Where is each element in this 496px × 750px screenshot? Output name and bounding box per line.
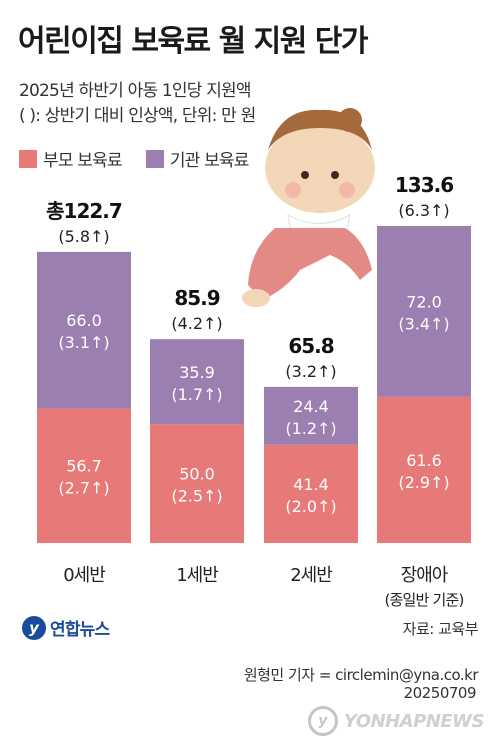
bar-total-label: 85.9 xyxy=(174,286,219,310)
watermark-text: YONHAPNEWS xyxy=(343,710,485,732)
bar-value-label: 72.0 xyxy=(406,292,442,311)
page-title: 어린이집 보육료 월 지원 단가 xyxy=(18,24,368,59)
legend-label-parent: 부모 보육료 xyxy=(43,151,123,171)
bar-total-increase-label: (4.2↑) xyxy=(171,314,222,333)
bar-increase-label: (1.2↑) xyxy=(285,419,336,438)
bar-segment-parent xyxy=(377,396,471,543)
bar-increase-label: (3.4↑) xyxy=(398,314,449,333)
yonhap-logo: y 연합뉴스 xyxy=(22,615,110,640)
bar-total-label: 133.6 xyxy=(395,173,453,197)
bar-increase-label: (2.5↑) xyxy=(171,487,222,506)
baby-hair-bun xyxy=(338,108,362,132)
source-note: 자료: 교육부 xyxy=(402,620,479,638)
category-label: 2세반 xyxy=(290,565,332,586)
bar-total-increase-label: (3.2↑) xyxy=(285,362,336,381)
bar-segment-institution xyxy=(264,386,358,445)
legend-swatch-parent xyxy=(19,149,37,168)
bar-total-label: 65.8 xyxy=(288,334,333,358)
bar-total-label: 총122.7 xyxy=(46,199,122,223)
legend-swatch-institution xyxy=(145,149,164,168)
category-label: 1세반 xyxy=(176,565,218,586)
baby-illustration xyxy=(242,108,375,307)
bar-value-label: 35.9 xyxy=(179,363,215,382)
legend: 부모 보육료 기관 보육료 xyxy=(19,146,249,171)
bar-segment-parent xyxy=(264,444,358,543)
category-label: 0세반 xyxy=(63,565,105,586)
bar-value-label: 50.0 xyxy=(179,465,215,484)
bar-increase-label: (2.0↑) xyxy=(285,497,336,516)
yonhap-logo-text: 연합뉴스 xyxy=(50,620,110,640)
legend-item-institution: 기관 보육료 xyxy=(145,146,250,171)
bars-group: 56.7 (2.7↑) 66.0 (3.1↑) 총122.7 (5.8↑) 0세반 50.0 (… xyxy=(37,173,471,609)
bar-value-label: 41.4 xyxy=(293,475,329,494)
category-note: (종일반 기준) xyxy=(384,591,463,609)
bar-segment-parent xyxy=(37,408,131,543)
baby-cheek-left xyxy=(285,182,301,198)
baby-cheek-right xyxy=(339,182,355,198)
yonhap-logo-icon: y xyxy=(22,615,46,640)
bar-value-label: 66.0 xyxy=(66,311,102,330)
baby-eye-left xyxy=(301,171,309,179)
publish-date: 20250709 xyxy=(403,684,477,702)
category-label: 장애아 xyxy=(401,565,449,586)
bar-value-label: 24.4 xyxy=(293,397,329,416)
baby-body xyxy=(248,228,372,300)
bar-increase-label: (1.7↑) xyxy=(171,385,222,404)
legend-item-parent: 부모 보육료 xyxy=(19,146,123,171)
bar-total-increase-label: (6.3↑) xyxy=(398,201,449,220)
chart-subtitle: 2025년 하반기 아동 1인당 지원액 xyxy=(19,81,252,101)
bar-value-label: 61.6 xyxy=(406,451,442,470)
bar-segment-institution xyxy=(37,251,131,409)
bar-increase-label: (2.9↑) xyxy=(398,473,449,492)
baby-foot xyxy=(242,289,270,307)
chart-unit-note: ( ): 상반기 대비 인상액, 단위: 만 원 xyxy=(19,106,256,126)
bar-increase-label: (2.7↑) xyxy=(58,479,109,498)
bar-segment-institution xyxy=(377,226,471,397)
reporter-credit: 원형민 기자 = circlemin@yna.co.kr xyxy=(243,666,479,684)
bar-value-label: 56.7 xyxy=(66,457,102,476)
bar-total-increase-label: (5.8↑) xyxy=(58,227,109,246)
legend-label-institution: 기관 보육료 xyxy=(169,151,250,171)
bar-segment-parent xyxy=(150,424,244,543)
baby-eye-right xyxy=(331,171,339,179)
watermark: y YONHAPNEWS xyxy=(307,706,485,736)
watermark-icon: y xyxy=(307,706,338,736)
bar-segment-institution xyxy=(150,339,244,425)
bar-increase-label: (3.1↑) xyxy=(58,333,109,352)
